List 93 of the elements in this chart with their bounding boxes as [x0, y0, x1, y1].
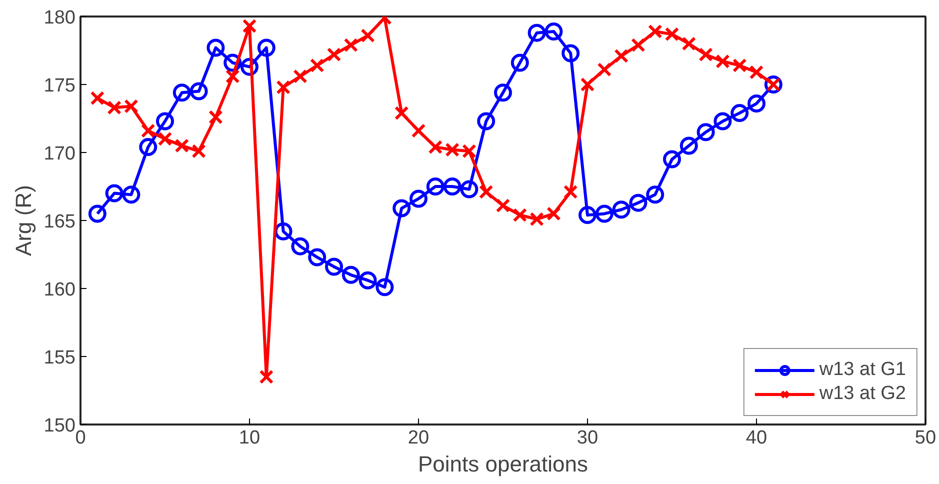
- point: [563, 184, 578, 200]
- point: [496, 198, 510, 213]
- x-tick-label: 40: [746, 428, 768, 448]
- point: [105, 184, 124, 202]
- point: [190, 82, 208, 100]
- x-axis-title: Points operations: [418, 452, 588, 476]
- point: [629, 194, 648, 212]
- point: [225, 69, 240, 84]
- y-tick-label: 170: [44, 144, 76, 164]
- point: [664, 27, 680, 42]
- point: [530, 212, 544, 226]
- point: [107, 100, 122, 115]
- y-tick-label: 180: [44, 8, 76, 28]
- x-tick-label: 50: [914, 428, 936, 448]
- point: [597, 62, 612, 77]
- point: [478, 184, 494, 200]
- point: [310, 58, 324, 73]
- point: [546, 206, 561, 221]
- point: [344, 38, 358, 52]
- point: [460, 180, 478, 198]
- point: [410, 190, 428, 208]
- point: [192, 144, 206, 158]
- point: [206, 38, 225, 57]
- point: [748, 94, 766, 113]
- point: [730, 104, 749, 122]
- point: [158, 132, 172, 146]
- point: [494, 84, 512, 102]
- point: [562, 44, 580, 62]
- point: [325, 258, 343, 276]
- point: [696, 123, 715, 142]
- legend-label: w13 at G1: [819, 359, 906, 381]
- point: [443, 178, 462, 196]
- point: [682, 36, 696, 51]
- point: [392, 199, 411, 218]
- point: [595, 204, 614, 223]
- point: [580, 77, 595, 92]
- x-tick-label: 20: [408, 428, 430, 448]
- y-tick-label: 165: [44, 212, 76, 232]
- point: [477, 112, 496, 130]
- x-tick-label: 30: [576, 428, 598, 448]
- point: [358, 271, 377, 290]
- point: [462, 144, 476, 158]
- point: [510, 54, 529, 72]
- point: [426, 178, 444, 196]
- point: [257, 38, 276, 57]
- point: [276, 80, 290, 94]
- point: [360, 28, 375, 43]
- point: [122, 186, 140, 204]
- point: [512, 208, 528, 222]
- point: [411, 124, 426, 138]
- point: [259, 370, 274, 384]
- point: [242, 18, 257, 34]
- point: [544, 22, 563, 40]
- y-tick-label: 175: [44, 76, 76, 96]
- point: [445, 142, 460, 157]
- point: [139, 138, 158, 156]
- point: [749, 65, 764, 80]
- point: [732, 58, 747, 73]
- point: [394, 106, 409, 120]
- point: [124, 99, 138, 114]
- y-tick-label: 160: [44, 280, 76, 300]
- point: [326, 47, 342, 62]
- point: [172, 84, 191, 102]
- y-tick-label: 150: [44, 416, 76, 436]
- point: [614, 48, 628, 64]
- point: [88, 204, 106, 223]
- point: [140, 124, 156, 138]
- point: [291, 237, 310, 256]
- point: [376, 278, 394, 296]
- point: [648, 24, 662, 39]
- point: [663, 150, 681, 168]
- y-axis-title: Arg (R): [10, 185, 36, 256]
- point: [612, 200, 630, 219]
- point: [631, 38, 646, 52]
- point: [578, 206, 596, 224]
- legend-label: w13 at G2: [819, 383, 906, 405]
- point: [528, 24, 546, 42]
- point: [716, 54, 730, 69]
- point: [698, 47, 713, 62]
- point: [174, 138, 190, 153]
- point: [90, 90, 105, 106]
- point: [714, 112, 732, 130]
- x-tick-label: 0: [75, 428, 86, 448]
- x-tick-label: 10: [238, 428, 260, 448]
- point: [342, 266, 360, 284]
- point: [428, 140, 443, 154]
- point: [293, 69, 308, 84]
- point: [208, 110, 223, 124]
- y-tick-label: 155: [44, 348, 76, 368]
- point: [646, 186, 664, 204]
- point: [308, 248, 326, 266]
- point: [680, 136, 698, 155]
- point: [156, 112, 174, 130]
